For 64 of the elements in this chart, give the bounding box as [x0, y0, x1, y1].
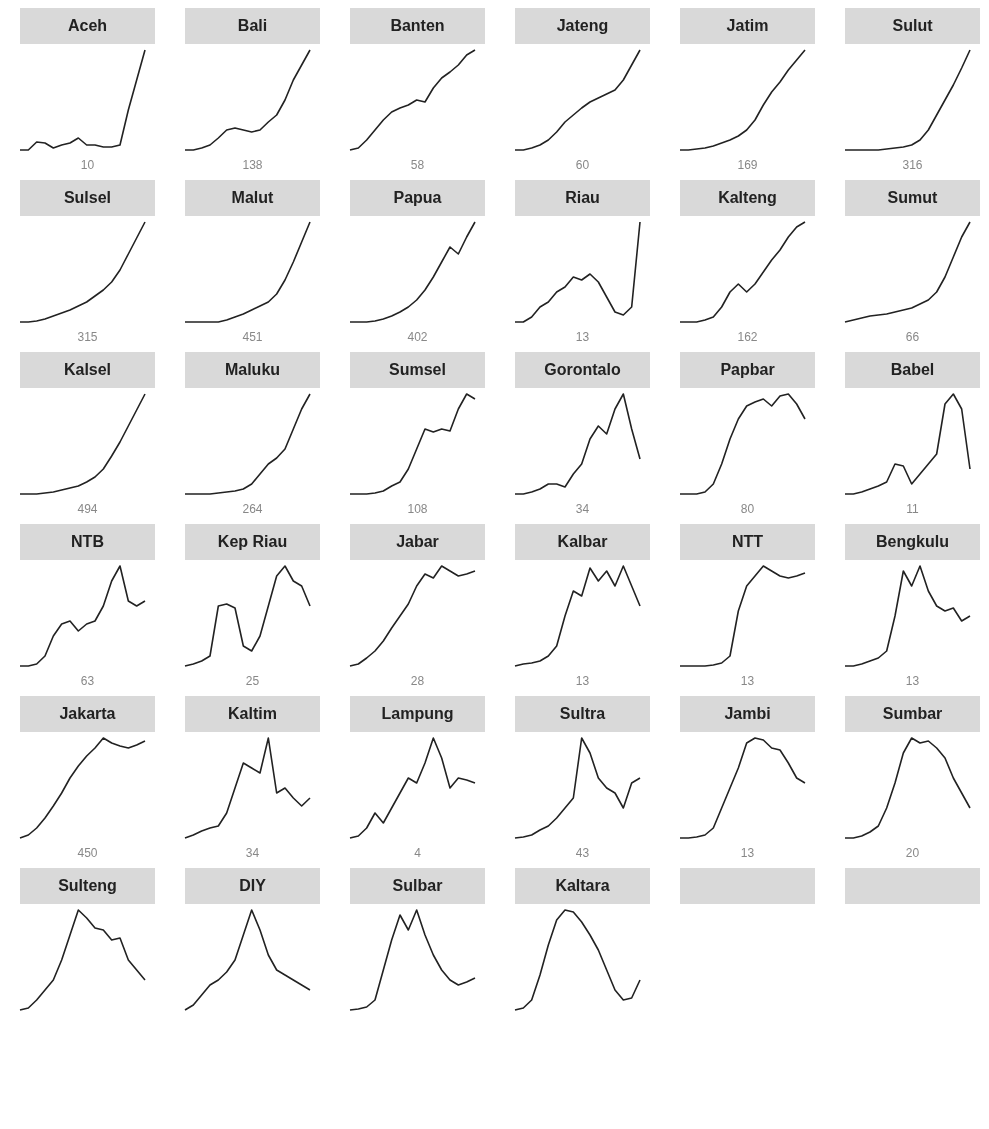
text: 108 — [406, 501, 429, 518]
text: 494 — [76, 501, 99, 518]
text: 10 — [79, 157, 96, 174]
text: 402 — [406, 329, 429, 346]
chart-title: Sultra — [515, 696, 650, 732]
text: 20 — [904, 845, 921, 862]
chart-title: Sulsel — [20, 180, 155, 216]
chart-title: Kalteng — [680, 180, 815, 216]
text: 316 — [901, 157, 924, 174]
text: 80 — [739, 501, 756, 518]
chart-title: Aceh — [20, 8, 155, 44]
text: 60 — [574, 157, 591, 174]
text: 66 — [904, 329, 921, 346]
text: 13 — [574, 329, 591, 346]
text: 13 — [904, 673, 921, 690]
text: 25 — [244, 673, 261, 690]
chart-title: Jateng — [515, 8, 650, 44]
chart-title: Jambi — [680, 696, 815, 732]
chart-title: Sumbar — [845, 696, 980, 732]
chart-title: Kaltara — [515, 868, 650, 904]
chart-title: Gorontalo — [515, 352, 650, 388]
chart-title: Kalbar — [515, 524, 650, 560]
chart-title: Sulbar — [350, 868, 485, 904]
chart-title: Kep Riau — [185, 524, 320, 560]
chart-title: Papua — [350, 180, 485, 216]
chart-title: Jatim — [680, 8, 815, 44]
chart-title: Lampung — [350, 696, 485, 732]
text: 34 — [574, 501, 591, 518]
text: 63 — [79, 673, 96, 690]
chart-title: Sulteng — [20, 868, 155, 904]
text: 43 — [574, 845, 591, 862]
text: 13 — [739, 673, 756, 690]
chart-title: NTB — [20, 524, 155, 560]
text: 11 — [905, 501, 920, 518]
chart-title: Banten — [350, 8, 485, 44]
chart-title: Bali — [185, 8, 320, 44]
chart-title: Bengkulu — [845, 524, 980, 560]
text: 315 — [76, 329, 99, 346]
chart-title: Kaltim — [185, 696, 320, 732]
text: 451 — [241, 329, 264, 346]
chart-title: Babel — [845, 352, 980, 388]
text: 28 — [409, 673, 426, 690]
chart-title: Sumsel — [350, 352, 485, 388]
chart-title: DIY — [185, 868, 320, 904]
chart-title: Kalsel — [20, 352, 155, 388]
text: 264 — [241, 501, 264, 518]
chart-title: Sulut — [845, 8, 980, 44]
text: 13 — [739, 845, 756, 862]
chart-title: Jabar — [350, 524, 485, 560]
chart-title: Riau — [515, 180, 650, 216]
chart-title: Malut — [185, 180, 320, 216]
text: 450 — [76, 845, 99, 862]
text: 169 — [736, 157, 759, 174]
chart-title: Papbar — [680, 352, 815, 388]
text: 138 — [241, 157, 264, 174]
text: 162 — [736, 329, 759, 346]
text: 58 — [409, 157, 426, 174]
text: 13 — [574, 673, 591, 690]
chart-title: Sumut — [845, 180, 980, 216]
chart-title: Maluku — [185, 352, 320, 388]
text: 34 — [244, 845, 261, 862]
text: 4 — [413, 845, 422, 862]
chart-title: NTT — [680, 524, 815, 560]
chart-title: Jakarta — [20, 696, 155, 732]
